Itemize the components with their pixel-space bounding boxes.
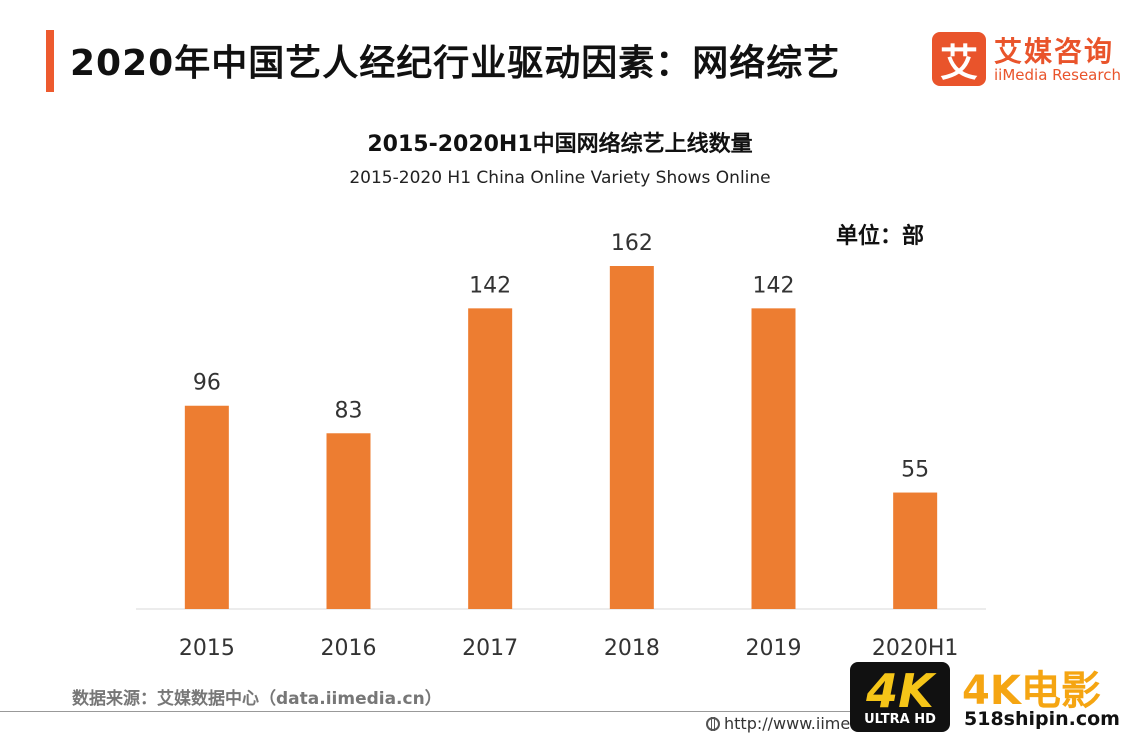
brand-logo: 艾 艾媒咨询 iiMedia Research: [932, 30, 1122, 90]
bar-2019: [751, 308, 796, 609]
watermark-badge-sub: ULTRA HD: [864, 712, 936, 727]
x-tick-2015: 2015: [179, 636, 235, 661]
watermark-text: 4K电影: [962, 668, 1101, 714]
x-tick-2020H1: 2020H1: [872, 636, 959, 661]
data-label-2017: 142: [469, 273, 511, 298]
x-tick-2016: 2016: [321, 636, 377, 661]
data-label-2019: 142: [753, 273, 795, 298]
x-tick-2017: 2017: [462, 636, 518, 661]
watermark-badge-main: 4K: [866, 664, 934, 718]
title-accent-bar: [46, 30, 54, 92]
footer-url-text: http://www.iime: [724, 714, 851, 733]
data-label-2015: 96: [193, 371, 221, 396]
x-tick-2018: 2018: [604, 636, 660, 661]
footer-divider: [0, 711, 850, 712]
data-source: 数据来源：艾媒数据中心（data.iimedia.cn）: [72, 689, 442, 709]
chart-title: 2015-2020H1中国网络综艺上线数量: [367, 132, 753, 157]
data-label-2016: 83: [335, 398, 363, 423]
bar-2017: [468, 308, 513, 609]
footer-url[interactable]: http://www.iime: [706, 714, 850, 733]
bar-2015: [184, 405, 229, 609]
watermark-url: 518shipin.com: [964, 708, 1120, 730]
page-title: 2020年中国艺人经纪行业驱动因素：网络综艺: [70, 43, 841, 84]
logo-name-cn: 艾媒咨询: [994, 35, 1115, 68]
data-label-2020H1: 55: [901, 458, 929, 483]
data-label-2018: 162: [611, 231, 653, 256]
bar-2016: [326, 433, 371, 609]
bar-2020H1: [893, 492, 938, 609]
bar-2018: [609, 266, 654, 609]
logo-mark-icon: 艾: [932, 32, 986, 86]
watermark-4k-badge: 4K ULTRA HD: [850, 662, 950, 732]
unit-label: 单位：部: [836, 224, 925, 249]
logo-name-en: iiMedia Research: [994, 66, 1121, 84]
x-tick-2019: 2019: [746, 636, 802, 661]
globe-icon: [706, 716, 720, 731]
chart-subtitle: 2015-2020 H1 China Online Variety Shows …: [349, 168, 771, 188]
